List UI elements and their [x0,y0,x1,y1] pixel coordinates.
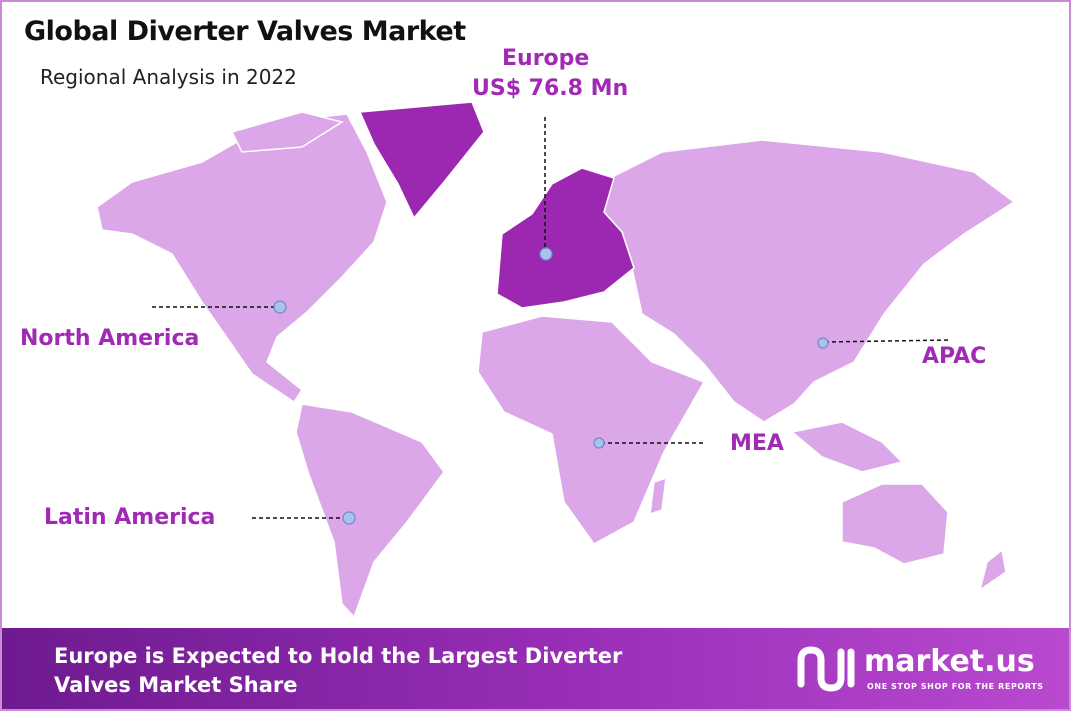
australia [841,483,949,565]
world-map [96,101,1016,619]
north-america [96,113,388,404]
logo-stroke [797,646,845,692]
region-label: Europe [502,46,590,71]
africa [477,315,706,545]
region-label: Latin America [44,505,216,530]
subtitle: Regional Analysis in 2022 [40,65,297,89]
continents [96,111,1016,619]
marker [342,511,356,525]
title: Global Diverter Valves Market [24,16,466,47]
footer-headline: Europe is Expected to Hold the Largest D… [54,644,623,697]
marker [593,437,605,449]
footer-banner: Europe is Expected to Hold the Largest D… [2,628,1069,709]
new-zealand [978,548,1007,592]
markers [273,247,829,525]
region-label: APAC [922,344,987,369]
greenland [358,101,485,220]
region-label: North America [20,326,200,351]
logo-tagline: ONE STOP SHOP FOR THE REPORTS [867,682,1044,691]
madagascar [649,476,667,516]
logo-icon [797,646,855,692]
southeast-asia-islands [790,421,904,473]
asia [601,139,1016,423]
marker [539,247,553,261]
arctic-islands [230,111,344,153]
region-label: MEA [730,431,784,456]
region-value: US$ 76.8 Mn [472,76,629,101]
marker [817,337,829,349]
marker [273,300,287,314]
highlighted-region [358,101,635,309]
logo-name: market.us [864,644,1035,679]
south-america [295,403,445,619]
europe [496,167,635,309]
leader-lines [152,117,951,519]
